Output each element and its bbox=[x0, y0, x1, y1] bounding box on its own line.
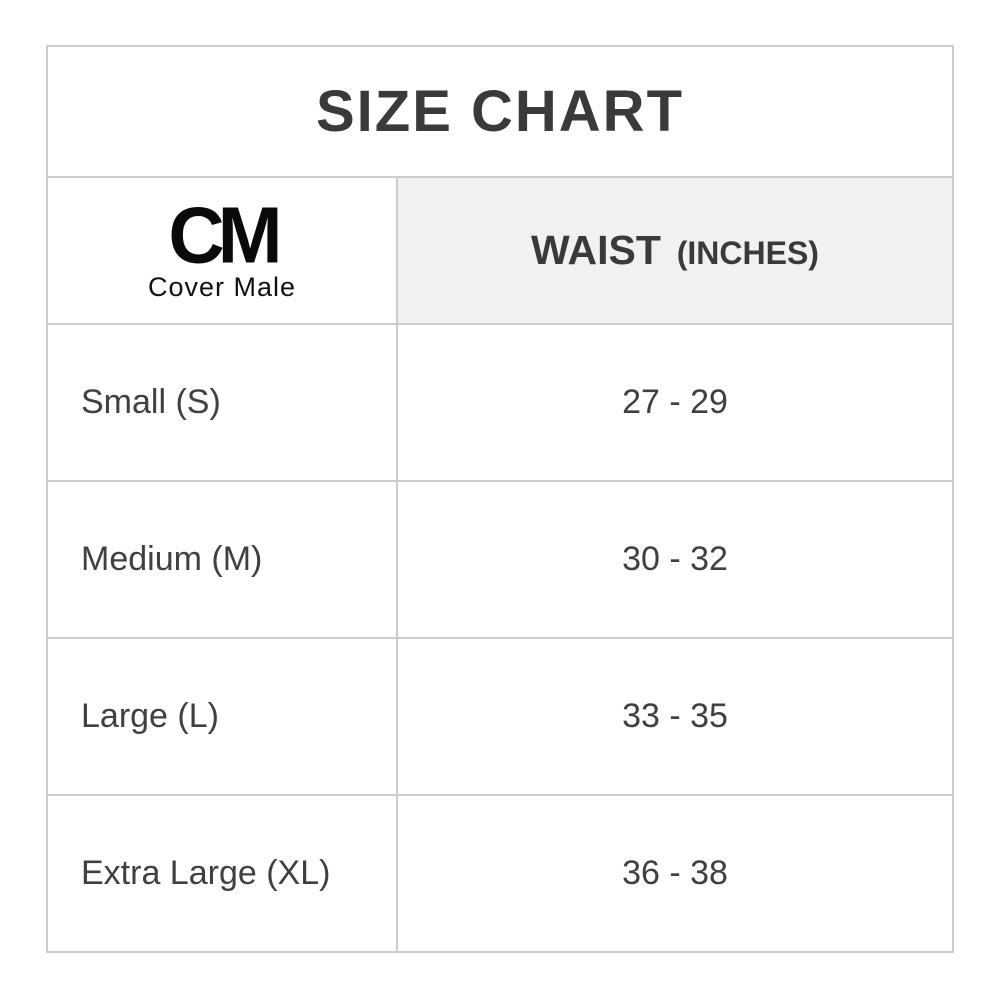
table-row: Medium (M) 30 - 32 bbox=[46, 480, 954, 639]
brand-logo: CM bbox=[168, 189, 282, 280]
table-row: Small (S) 27 - 29 bbox=[46, 323, 954, 482]
size-cell-extra-large: Extra Large (XL) bbox=[46, 794, 398, 953]
waist-header-label: WAIST bbox=[531, 227, 661, 273]
size-cell-small: Small (S) bbox=[46, 323, 398, 482]
brand-logo-cell: CM Cover Male bbox=[46, 176, 398, 325]
table-row: Large (L) 33 - 35 bbox=[46, 637, 954, 796]
title-cell: SIZE CHART bbox=[46, 45, 954, 178]
waist-cell-extra-large: 36 - 38 bbox=[396, 794, 954, 953]
header-row: CM Cover Male WAIST (INCHES) bbox=[46, 176, 954, 325]
waist-header-space bbox=[665, 227, 676, 273]
waist-cell-large: 33 - 35 bbox=[396, 637, 954, 796]
table-row: Extra Large (XL) 36 - 38 bbox=[46, 794, 954, 953]
size-chart-table: SIZE CHART CM Cover Male WAIST (INCHES) … bbox=[46, 45, 954, 953]
waist-cell-medium: 30 - 32 bbox=[396, 480, 954, 639]
waist-cell-small: 27 - 29 bbox=[396, 323, 954, 482]
waist-header-unit: (INCHES) bbox=[676, 235, 819, 271]
page-title: SIZE CHART bbox=[316, 79, 684, 144]
brand-name: Cover Male bbox=[147, 271, 297, 302]
title-row: SIZE CHART bbox=[46, 45, 954, 178]
waist-header-cell: WAIST (INCHES) bbox=[396, 176, 954, 325]
size-cell-large: Large (L) bbox=[46, 637, 398, 796]
size-cell-medium: Medium (M) bbox=[46, 480, 398, 639]
